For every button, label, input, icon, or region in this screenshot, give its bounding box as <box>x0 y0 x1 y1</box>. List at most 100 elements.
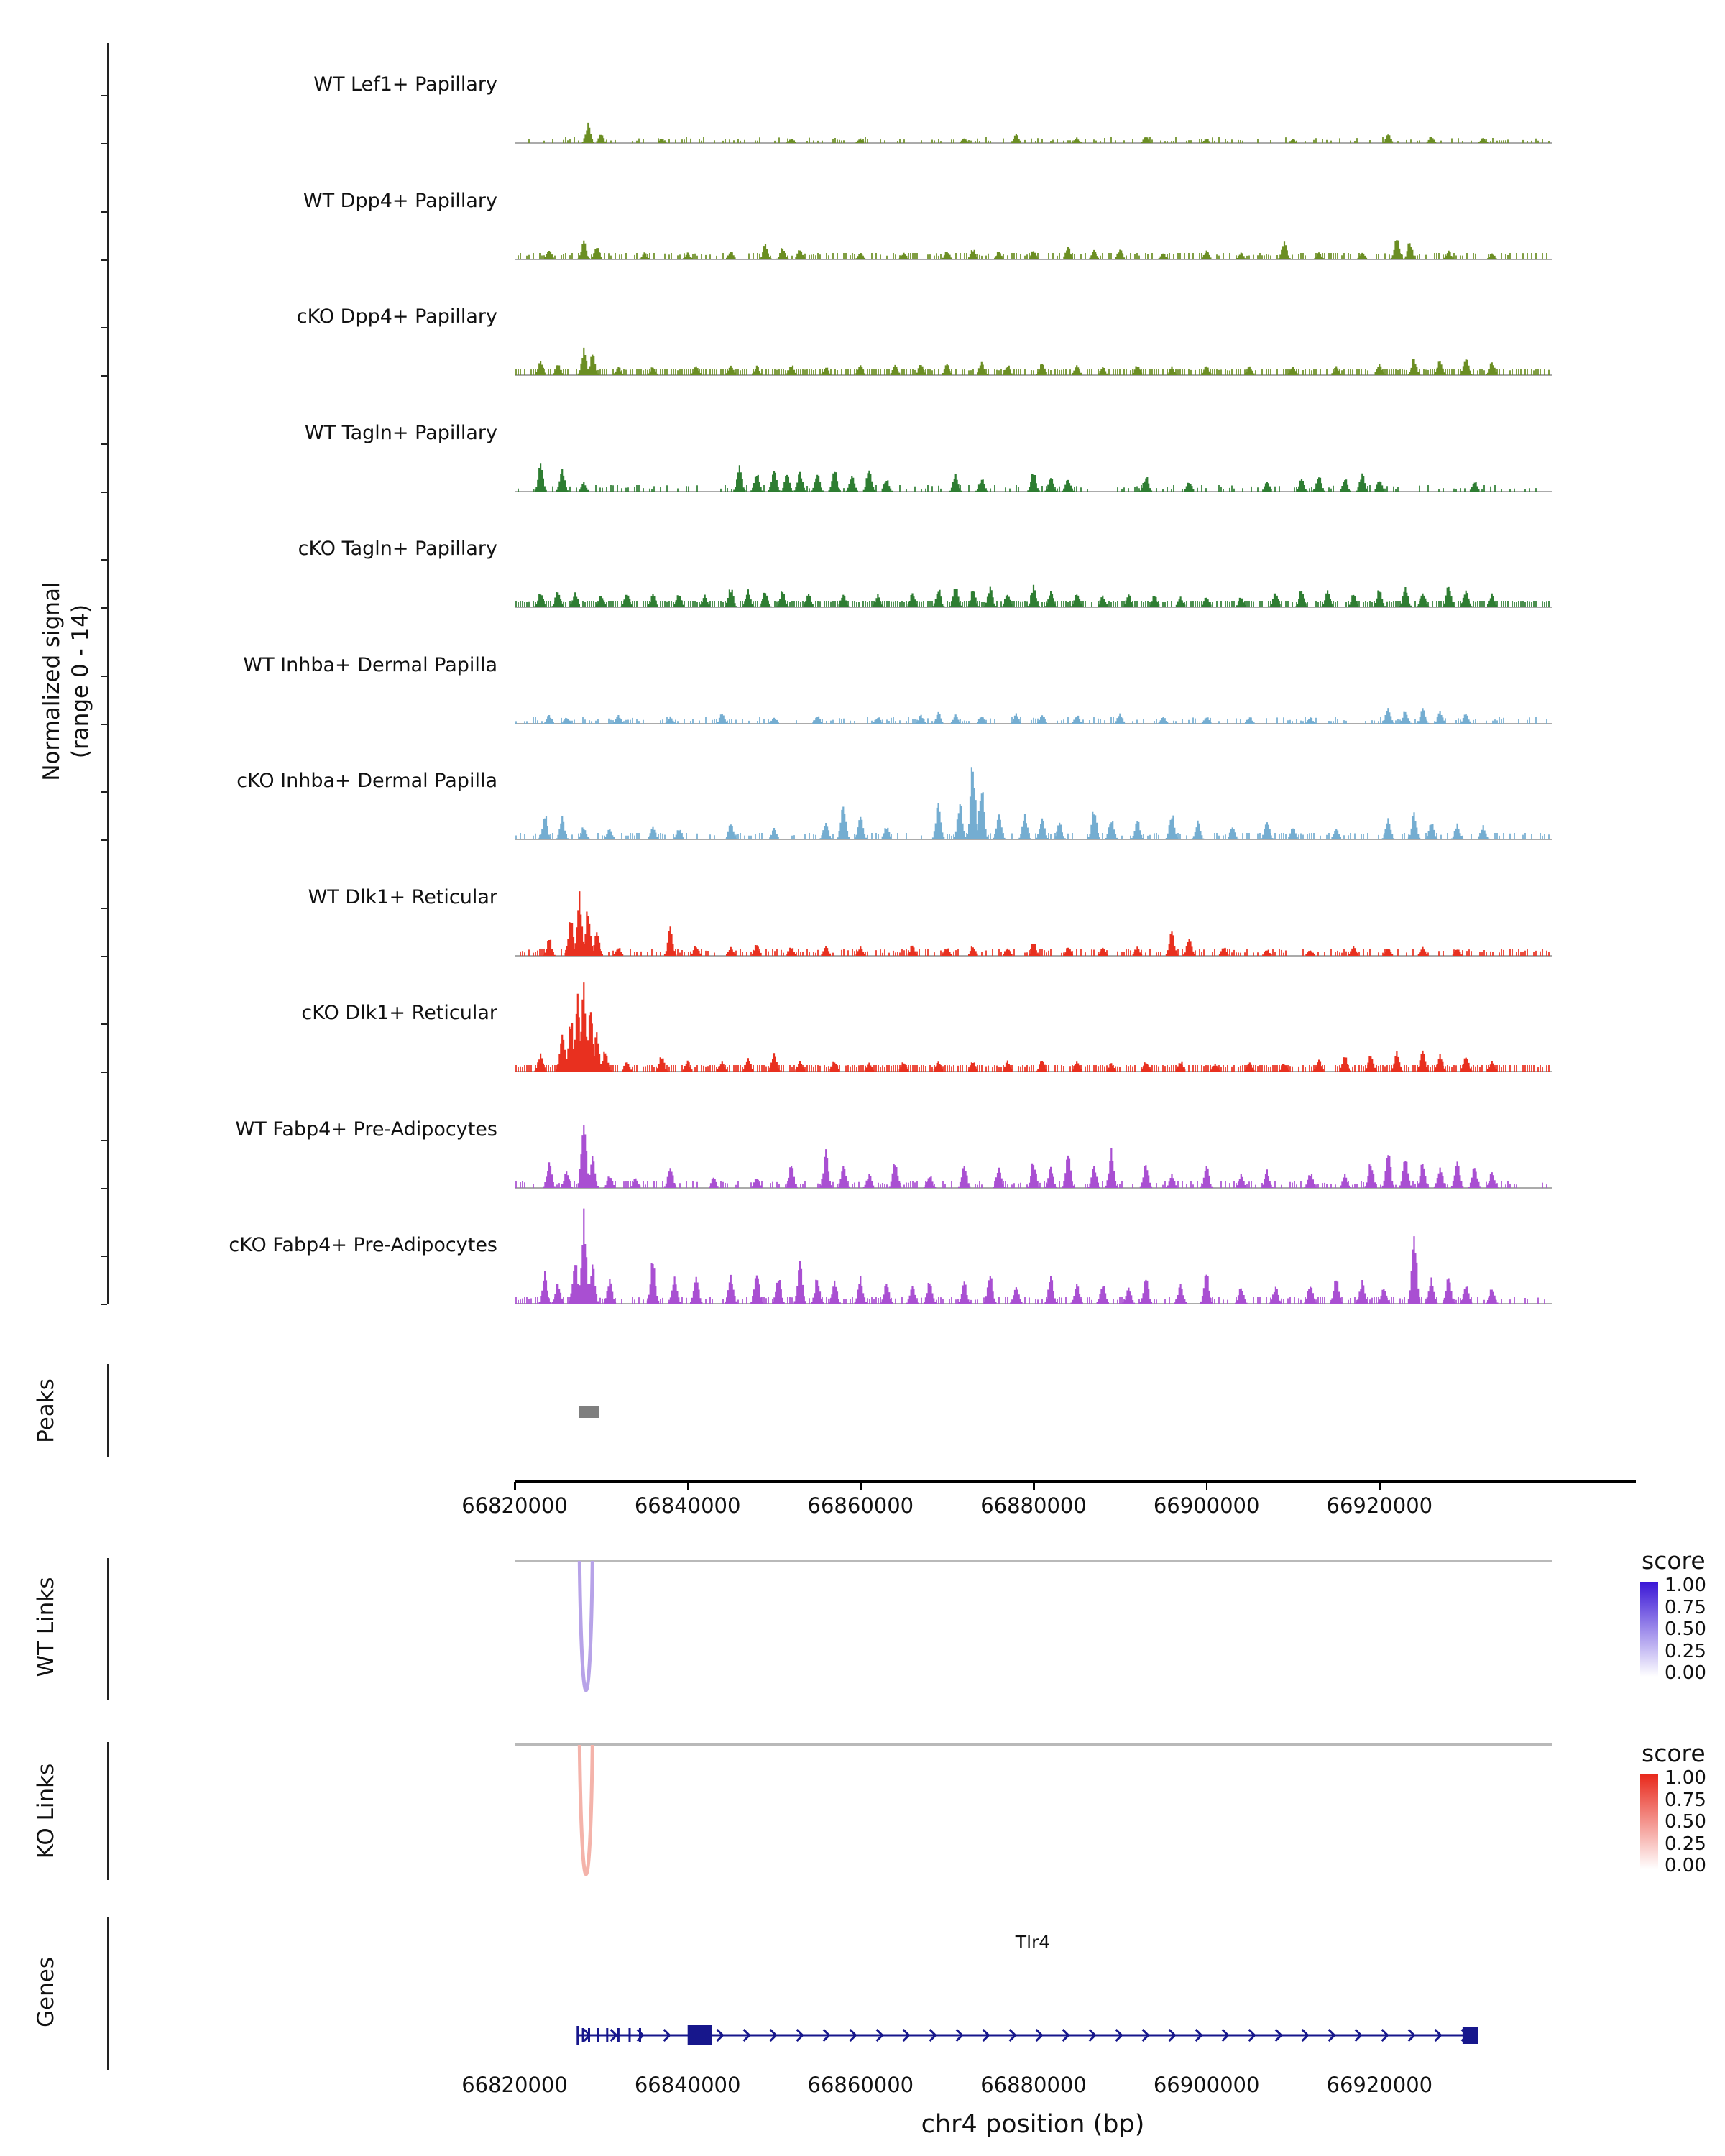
legend-tick-label: 0.50 <box>1665 1618 1706 1640</box>
coverage-track-1 <box>515 122 1552 144</box>
bottom-axis-tick-label: 66880000 <box>980 2073 1087 2097</box>
coverage-track-6 <box>515 707 1552 724</box>
signal-axis-tick <box>101 839 107 841</box>
track-label-7: cKO Inhba+ Dermal Papilla <box>236 770 497 792</box>
legend-tick-label: 0.75 <box>1665 1789 1706 1811</box>
signal-axis-tick <box>101 559 107 561</box>
peaks-axis-tick-label: 66900000 <box>1153 1493 1260 1518</box>
coverage-track-9 <box>515 982 1552 1072</box>
x-axis-title: chr4 position (bp) <box>921 2110 1145 2139</box>
genes-bracket-line <box>107 1917 109 2070</box>
wt-links-section-label: WT Links <box>33 1577 59 1677</box>
wt-links-bracket-line <box>107 1558 109 1700</box>
track-label-1: WT Lef1+ Papillary <box>313 73 497 96</box>
peaks-axis-line <box>515 1480 1636 1483</box>
coverage-track-10 <box>515 1125 1552 1189</box>
signal-axis-tick <box>101 259 107 261</box>
peaks-bracket-line <box>107 1364 109 1457</box>
legend-tick-labels: 1.00 0.75 0.50 0.25 0.00 <box>1665 1576 1706 1682</box>
signal-axis-tick <box>101 443 107 445</box>
wt-link-arc <box>577 1560 594 1692</box>
signal-axis-tick <box>101 327 107 328</box>
peaks-axis-tick-label: 66920000 <box>1326 1493 1433 1518</box>
bottom-axis-tick-label: 66920000 <box>1326 2073 1433 2097</box>
wt-links-baseline <box>515 1560 1552 1562</box>
ko-link-arc <box>577 1744 594 1876</box>
coverage-track-8 <box>515 890 1552 957</box>
track-label-6: WT Inhba+ Dermal Papilla <box>243 653 497 676</box>
peaks-section-label: Peaks <box>33 1378 59 1443</box>
legend-tick-label: 0.00 <box>1665 1662 1706 1684</box>
peaks-axis-tick <box>514 1482 516 1490</box>
wt-score-legend: score 1.00 0.75 0.50 0.25 0.00 <box>1640 1547 1725 1682</box>
coverage-track-2 <box>515 239 1552 260</box>
signal-axis-tick <box>101 907 107 909</box>
legend-tick-label: 0.75 <box>1665 1596 1706 1618</box>
peaks-axis-tick-label: 66820000 <box>461 1493 568 1518</box>
y-axis-label: Normalized signal (range 0 - 14) <box>37 581 95 780</box>
peaks-axis-tick <box>860 1482 862 1490</box>
signal-axis-tick <box>101 375 107 377</box>
track-label-2: WT Dpp4+ Papillary <box>303 189 497 212</box>
signal-axis-tick <box>101 1023 107 1025</box>
signal-axis-tick <box>101 1256 107 1257</box>
bottom-axis-tick-label: 66860000 <box>807 2073 914 2097</box>
signal-axis-tick <box>101 1072 107 1073</box>
peaks-axis-tick <box>1205 1482 1208 1490</box>
signal-axis-tick <box>101 1187 107 1189</box>
track-label-10: WT Fabp4+ Pre-Adipocytes <box>235 1118 498 1141</box>
signal-axis-tick <box>101 211 107 213</box>
track-label-3: cKO Dpp4+ Papillary <box>296 305 497 328</box>
legend-tick-label: 0.00 <box>1665 1855 1706 1876</box>
legend-gradient-bar <box>1640 1582 1658 1677</box>
signal-axis-tick <box>101 791 107 793</box>
peaks-axis-tick-label: 66880000 <box>980 1493 1087 1518</box>
signal-axis-tick <box>101 95 107 96</box>
coverage-track-7 <box>515 767 1552 840</box>
peaks-axis-tick-label: 66840000 <box>634 1493 741 1518</box>
y-axis-label-line2: (range 0 - 14) <box>68 604 93 759</box>
legend-tick-label: 0.50 <box>1665 1811 1706 1833</box>
ko-links-section-label: KO Links <box>33 1763 59 1859</box>
track-label-9: cKO Dlk1+ Reticular <box>301 1002 497 1024</box>
genes-section-label: Genes <box>33 1957 59 2027</box>
coverage-track-11 <box>515 1208 1552 1304</box>
bottom-axis-tick-label: 66820000 <box>461 2073 568 2097</box>
gene-name-label: Tlr4 <box>1015 1932 1051 1953</box>
peaks-axis-tick-label: 66860000 <box>807 1493 914 1518</box>
signal-axis-tick <box>101 491 107 493</box>
track-label-5: cKO Tagln+ Papillary <box>298 538 497 560</box>
legend-tick-labels: 1.00 0.75 0.50 0.25 0.00 <box>1665 1769 1706 1875</box>
coverage-track-3 <box>515 347 1552 376</box>
track-label-11: cKO Fabp4+ Pre-Adipocytes <box>229 1234 497 1256</box>
coverage-track-4 <box>515 462 1552 492</box>
ko-links-bracket-line <box>107 1742 109 1880</box>
peaks-axis-tick <box>686 1482 689 1490</box>
signal-axis-tick <box>101 955 107 957</box>
legend-tick-label: 1.00 <box>1665 1575 1706 1596</box>
peak-region <box>579 1406 599 1418</box>
signal-axis-tick <box>101 143 107 144</box>
y-axis-label-line1: Normalized signal <box>39 581 65 781</box>
legend-tick-label: 1.00 <box>1665 1767 1706 1789</box>
legend-title: score <box>1642 1547 1706 1575</box>
peaks-axis-tick <box>1033 1482 1035 1490</box>
coverage-track-5 <box>515 584 1552 608</box>
signal-axis-tick <box>101 1139 107 1141</box>
bottom-axis-tick-label: 66840000 <box>634 2073 741 2097</box>
signal-axis-line <box>107 43 109 1304</box>
ko-score-legend: score 1.00 0.75 0.50 0.25 0.00 <box>1640 1739 1725 1875</box>
legend-gradient-bar <box>1640 1774 1658 1869</box>
track-label-4: WT Tagln+ Papillary <box>304 421 497 444</box>
legend-tick-label: 0.25 <box>1665 1640 1706 1662</box>
legend-tick-label: 0.25 <box>1665 1833 1706 1855</box>
signal-axis-tick <box>101 723 107 725</box>
signal-axis-tick <box>101 607 107 609</box>
signal-axis-tick <box>101 1304 107 1305</box>
bottom-axis-tick-label: 66900000 <box>1153 2073 1260 2097</box>
gene-track <box>576 2025 1478 2045</box>
legend-title: score <box>1642 1739 1706 1767</box>
signal-axis-tick <box>101 675 107 677</box>
ko-links-baseline <box>515 1743 1552 1746</box>
